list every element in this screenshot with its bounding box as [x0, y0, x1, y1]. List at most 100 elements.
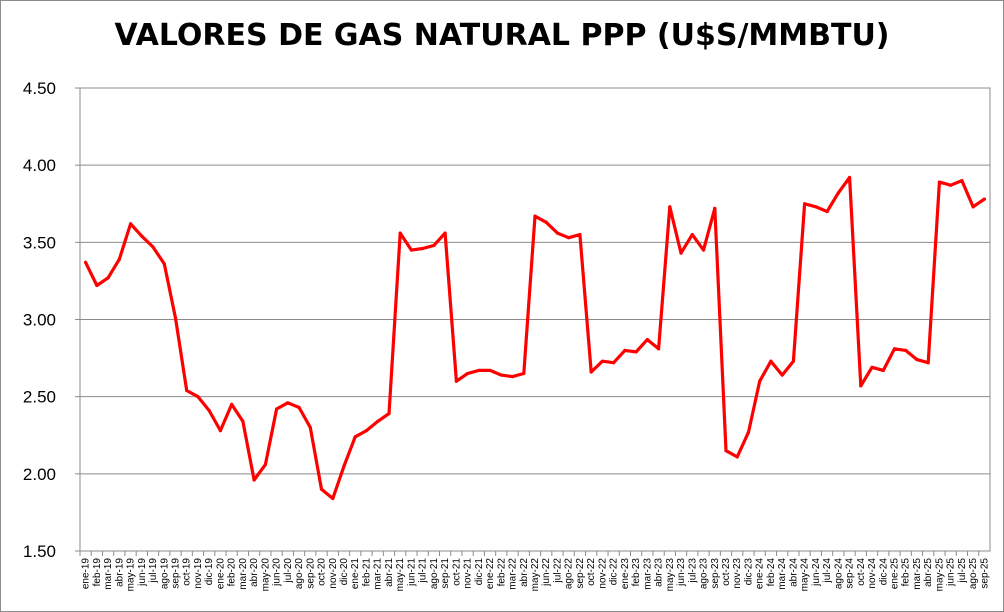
data-point: [241, 419, 245, 423]
data-point: [937, 180, 942, 184]
data-point: [510, 375, 515, 379]
data-point: [803, 202, 807, 206]
x-tick-label: nov-24: [867, 558, 878, 589]
y-tick-label: 4.00: [23, 156, 56, 175]
x-tick-label: dic-20: [339, 558, 350, 586]
x-tick-label: abr-22: [519, 558, 530, 587]
data-point: [668, 205, 672, 209]
x-tick-label: abr-23: [654, 558, 665, 587]
data-point: [533, 214, 537, 218]
x-tick-label: abr-24: [788, 558, 799, 587]
x-tick-label: mar-24: [777, 558, 788, 590]
x-tick-label: sep-24: [845, 558, 856, 589]
data-point: [982, 197, 986, 201]
y-tick-label: 2.50: [23, 388, 56, 407]
data-point: [218, 429, 223, 433]
x-tick-label: jul-20: [283, 558, 294, 584]
x-tick-label: ene-22: [485, 558, 496, 590]
x-tick-label: mar-25: [912, 558, 923, 590]
x-tick-label: nov-20: [328, 558, 339, 589]
data-point: [275, 407, 279, 411]
data-point: [173, 316, 178, 320]
x-tick-label: may-20: [260, 558, 271, 592]
x-tick-label: mar-19: [103, 558, 114, 590]
x-tick-label: oct-22: [586, 558, 597, 586]
series-line: [83, 175, 987, 501]
data-point: [814, 205, 818, 209]
x-tick-label: jun-20: [272, 558, 283, 587]
x-tick-label: mar-21: [373, 558, 384, 590]
x-tick-label: jun-19: [137, 558, 148, 587]
data-point: [376, 419, 380, 423]
x-tick-label: jul-23: [687, 558, 698, 584]
x-tick-label: jul-22: [552, 558, 563, 584]
x-tick-label: jun-24: [811, 558, 822, 587]
data-point: [544, 220, 548, 224]
data-point: [634, 350, 638, 354]
data-point: [915, 358, 919, 362]
data-point: [196, 395, 200, 399]
data-point: [780, 373, 784, 377]
x-tick-label: ago-22: [564, 558, 575, 590]
x-tick-label: may-24: [800, 558, 811, 592]
x-tick-label: ene-24: [755, 558, 766, 590]
data-point: [128, 222, 133, 226]
data-point: [297, 405, 301, 410]
x-tick-label: nov-23: [732, 558, 743, 589]
data-point: [926, 361, 930, 365]
x-tick-label: jun-22: [541, 558, 552, 587]
data-point: [353, 435, 357, 439]
data-point: [656, 347, 661, 351]
data-point: [724, 449, 728, 453]
data-point: [230, 402, 234, 406]
data-point: [477, 368, 481, 373]
x-tick-label: dic-19: [204, 558, 215, 586]
data-point: [252, 478, 256, 482]
x-tick-label: oct-21: [451, 558, 462, 586]
x-tick-label: may-25: [934, 558, 945, 592]
x-tick-label: jul-21: [418, 558, 429, 584]
data-point: [701, 248, 706, 252]
x-tick-label: dic-21: [474, 558, 485, 586]
x-tick-label: abr-20: [249, 558, 260, 587]
x-tick-label: oct-20: [317, 558, 328, 586]
data-point: [185, 388, 189, 393]
x-tick-label: jun-25: [946, 558, 957, 587]
x-tick-label: sep-21: [440, 558, 451, 589]
data-point: [589, 370, 593, 374]
data-point: [207, 408, 211, 413]
data-point: [84, 260, 88, 264]
data-point: [342, 464, 346, 468]
data-point: [387, 412, 391, 416]
data-point: [612, 361, 616, 365]
data-point: [106, 276, 110, 280]
data-point: [836, 191, 840, 195]
x-tick-label: may-19: [126, 558, 137, 592]
data-point: [522, 371, 526, 376]
data-point: [140, 234, 144, 238]
series-layer: [83, 175, 987, 501]
data-point: [454, 379, 458, 383]
x-tick-label: dic-24: [878, 558, 889, 586]
data-point: [679, 251, 683, 255]
x-tick-label: may-23: [665, 558, 676, 592]
x-tick-label: ene-20: [215, 558, 226, 590]
data-point: [151, 245, 155, 249]
x-tick-label: abr-19: [114, 558, 125, 587]
data-point: [162, 262, 166, 266]
x-tick-label: feb-24: [766, 558, 777, 587]
data-point: [600, 359, 605, 363]
x-tick-label: feb-25: [901, 558, 912, 587]
gridlines: [80, 87, 990, 552]
data-point: [623, 348, 627, 352]
x-tick-label: may-21: [395, 558, 406, 592]
x-tick-label: oct-23: [721, 558, 732, 586]
data-point: [95, 283, 99, 288]
x-tick-label: jul-25: [957, 558, 968, 584]
x-tick-label: sep-20: [305, 558, 316, 589]
x-tick-label: ene-21: [350, 558, 361, 590]
x-tick-label: may-22: [530, 558, 541, 592]
x-tick-label: jul-19: [148, 558, 159, 584]
x-tick-label: mar-22: [508, 558, 519, 590]
x-tick-label: sep-19: [170, 558, 181, 589]
